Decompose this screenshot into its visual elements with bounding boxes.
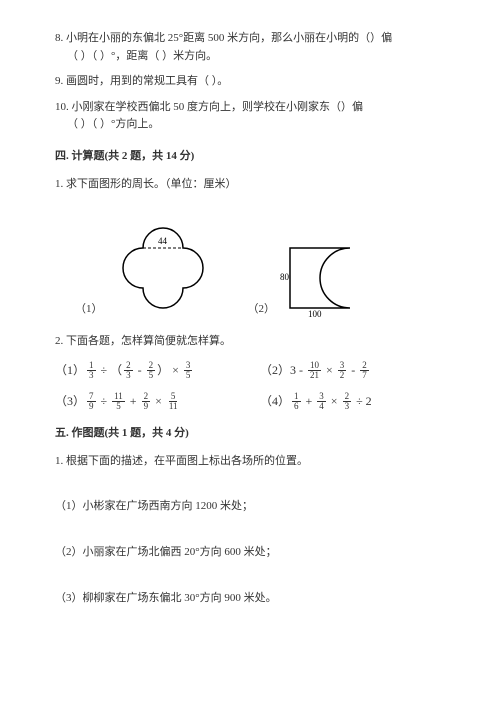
s5-sub2: （2）小丽家在广场北偏西 20°方向 600 米处； <box>55 544 445 562</box>
rect-arc-shape-icon: 80 100 <box>280 238 370 318</box>
s5-sub1: （1）小彬家在广场西南方向 1200 米处； <box>55 498 445 516</box>
calc-4: （4） 16 + 34 × 23 ÷ 2 <box>260 392 445 411</box>
question-9: 9. 画圆时，用到的常规工具有（ ）。 <box>55 73 445 91</box>
figures-container: （1） 44 （2） 80 100 <box>75 208 445 318</box>
q8-text-a: 8. 小明在小丽的东偏北 25°距离 500 米方向，那么小丽在小明的（ <box>55 32 370 44</box>
q9-text: 9. 画圆时，用到的常规工具有（ ）。 <box>55 75 228 87</box>
section-4-header: 四. 计算题(共 2 题，共 14 分) <box>55 148 445 166</box>
q8-text-c: （ <box>67 50 78 62</box>
calc-3: （3） 79 ÷ 115 + 29 × 511 <box>55 392 240 411</box>
question-8: 8. 小明在小丽的东偏北 25°距离 500 米方向，那么小丽在小明的（）偏 （… <box>55 30 445 65</box>
s4-q1: 1. 求下面图形的周长。（单位：厘米） <box>55 176 445 194</box>
figure-2: 80 100 <box>280 238 370 318</box>
calc4-num: （4） <box>260 392 290 411</box>
s4-q2: 2. 下面各题，怎样算简便就怎样算。 <box>55 333 445 351</box>
calc2-num: （2） <box>260 361 290 380</box>
s5-q1: 1. 根据下面的描述，在平面图上标出各场所的位置。 <box>55 453 445 471</box>
q10-text-b: ）偏 <box>341 101 363 113</box>
q10-text-e: ）°方向上。 <box>100 118 159 130</box>
fig2-side: 80 <box>280 272 290 282</box>
clover-shape-icon: 44 <box>108 208 218 318</box>
figure-1-label: （1） <box>75 301 103 319</box>
calc3-num: （3） <box>55 392 85 411</box>
s5-sub3: （3）柳柳家在广场东偏北 30°方向 900 米处。 <box>55 590 445 608</box>
q8-text-d: ）（ <box>81 50 98 62</box>
section-5-header: 五. 作图题(共 1 题，共 4 分) <box>55 425 445 443</box>
figure-1: 44 <box>108 208 218 318</box>
question-10: 10. 小刚家在学校西偏北 50 度方向上，则学校在小刚家东（）偏 （ ）（ ）… <box>55 99 445 134</box>
q8-text-b: ）偏 <box>370 32 392 44</box>
calc-problems: （1） 13 ÷ （ 23 - 25 ） × 35 （2） 3 - 1021 ×… <box>55 361 445 411</box>
q10-text-a: 10. 小刚家在学校西偏北 50 度方向上，则学校在小刚家东（ <box>55 101 341 113</box>
figure-2-label: （2） <box>248 301 276 319</box>
q8-text-f: ）米方向。 <box>162 50 217 62</box>
calc1-num: （1） <box>55 361 85 380</box>
q10-text-c: （ <box>67 118 78 130</box>
calc-2: （2） 3 - 1021 × 32 - 27 <box>260 361 445 380</box>
calc-1: （1） 13 ÷ （ 23 - 25 ） × 35 <box>55 361 240 380</box>
fig2-bottom: 100 <box>308 309 322 318</box>
q8-text-e: ）°，距离（ <box>100 50 159 62</box>
q10-text-d: ）（ <box>81 118 98 130</box>
fig1-measurement: 44 <box>158 236 168 246</box>
